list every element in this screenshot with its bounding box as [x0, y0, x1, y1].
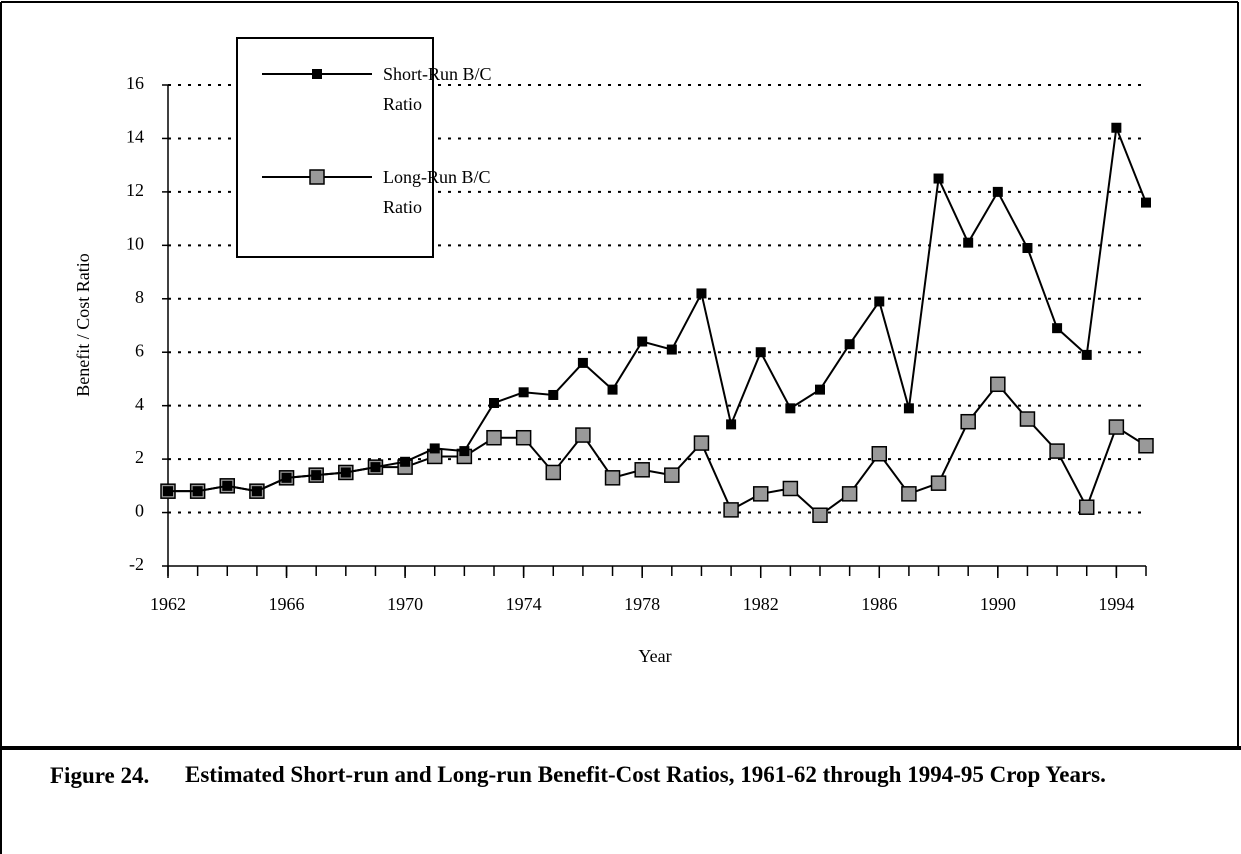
data-point: [755, 347, 766, 358]
data-point: [545, 464, 562, 481]
data-point: [1052, 323, 1063, 334]
data-point: [1078, 499, 1095, 515]
data-point: [960, 413, 976, 430]
y-tick-label: 14: [126, 127, 144, 147]
legend-marker: [309, 169, 325, 185]
data-point: [163, 486, 173, 497]
data-point: [664, 467, 680, 483]
data-point: [726, 419, 737, 430]
y-tick-label: 0: [135, 501, 144, 521]
data-point: [1108, 419, 1125, 435]
x-tick-label: 1982: [743, 594, 779, 614]
data-point: [992, 186, 1003, 197]
data-point: [1138, 438, 1154, 454]
y-tick-label: 6: [135, 340, 144, 360]
x-axis-label: Year: [638, 646, 671, 666]
data-point: [634, 462, 650, 478]
data-point: [871, 446, 888, 462]
data-point: [930, 475, 947, 491]
data-point: [693, 435, 710, 451]
series-line: [168, 123, 1147, 493]
data-point: [785, 403, 796, 414]
data-point: [400, 456, 411, 467]
data-point: [489, 397, 499, 408]
data-point: [486, 429, 502, 446]
x-tick-label: 1970: [387, 594, 423, 614]
data-point: [723, 502, 739, 518]
y-tick-label: 8: [135, 287, 144, 307]
data-point: [518, 387, 529, 398]
data-point: [1081, 349, 1092, 360]
y-tick-label: 10: [126, 233, 144, 253]
y-tick-label: 12: [126, 180, 144, 200]
y-tick-label: -2: [129, 554, 144, 574]
data-point: [637, 336, 648, 347]
x-tick-label: 1966: [269, 594, 305, 614]
data-point: [782, 480, 799, 497]
x-tick-label: 1994: [1098, 594, 1134, 614]
data-point: [548, 389, 559, 400]
y-tick-label: 4: [135, 394, 144, 414]
data-point: [222, 480, 233, 491]
y-tick-label: 16: [126, 73, 144, 93]
data-point: [459, 446, 470, 457]
y-axis-label: Benefit / Cost Ratio: [73, 253, 93, 397]
data-point: [1111, 122, 1122, 133]
y-tick-label: 2: [135, 447, 144, 467]
data-point: [963, 237, 974, 248]
x-tick-label: 1974: [506, 594, 542, 614]
data-point: [990, 376, 1006, 393]
data-point: [844, 339, 855, 350]
data-point: [604, 470, 621, 486]
caption: Estimated Short-run and Long-run Benefit…: [185, 762, 1106, 787]
data-point: [192, 486, 203, 497]
data-point: [577, 357, 588, 368]
data-point: [281, 472, 292, 483]
data-point: [515, 429, 532, 446]
data-point: [874, 296, 885, 307]
data-point: [1019, 411, 1036, 427]
data-point: [903, 403, 914, 414]
x-tick-label: 1962: [150, 594, 186, 614]
x-tick-label: 1990: [980, 594, 1016, 614]
data-point: [311, 470, 322, 481]
data-point: [429, 443, 440, 454]
data-point: [815, 384, 825, 395]
data-point: [841, 486, 858, 502]
data-point: [340, 467, 351, 478]
data-point: [1049, 443, 1065, 459]
data-point: [370, 462, 381, 473]
data-point: [666, 344, 677, 355]
caption-number: Figure 24.: [50, 763, 150, 788]
data-point: [812, 507, 828, 523]
data-point: [696, 288, 707, 299]
legend-marker: [312, 69, 322, 79]
data-point: [575, 427, 591, 443]
data-point: [933, 173, 944, 184]
x-tick-label: 1978: [624, 594, 660, 614]
series-line: [168, 382, 1147, 517]
data-point: [251, 486, 262, 497]
data-point: [901, 486, 917, 502]
legend-label: Short-Run B/C Ratio: [383, 64, 492, 114]
data-point: [607, 384, 618, 395]
legend-label: Long-Run B/C Ratio: [383, 167, 491, 217]
x-tick-label: 1986: [861, 594, 897, 614]
data-point: [752, 486, 769, 502]
data-point: [1141, 197, 1151, 208]
data-point: [1022, 243, 1033, 254]
